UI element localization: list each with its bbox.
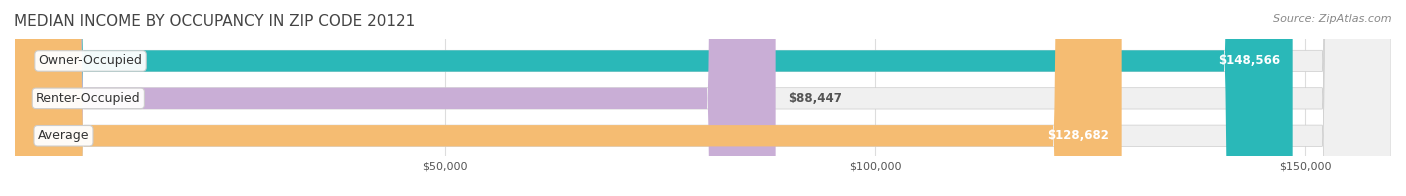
Text: Owner-Occupied: Owner-Occupied bbox=[38, 54, 142, 67]
FancyBboxPatch shape bbox=[15, 0, 1391, 196]
Text: Average: Average bbox=[38, 129, 89, 142]
Text: Renter-Occupied: Renter-Occupied bbox=[37, 92, 141, 105]
FancyBboxPatch shape bbox=[15, 0, 1122, 196]
Text: MEDIAN INCOME BY OCCUPANCY IN ZIP CODE 20121: MEDIAN INCOME BY OCCUPANCY IN ZIP CODE 2… bbox=[14, 14, 415, 29]
FancyBboxPatch shape bbox=[15, 0, 1391, 196]
Text: $88,447: $88,447 bbox=[789, 92, 842, 105]
FancyBboxPatch shape bbox=[15, 0, 1391, 196]
FancyBboxPatch shape bbox=[15, 0, 1292, 196]
FancyBboxPatch shape bbox=[15, 0, 776, 196]
Text: $128,682: $128,682 bbox=[1047, 129, 1109, 142]
Text: $148,566: $148,566 bbox=[1218, 54, 1279, 67]
Text: Source: ZipAtlas.com: Source: ZipAtlas.com bbox=[1274, 14, 1392, 24]
